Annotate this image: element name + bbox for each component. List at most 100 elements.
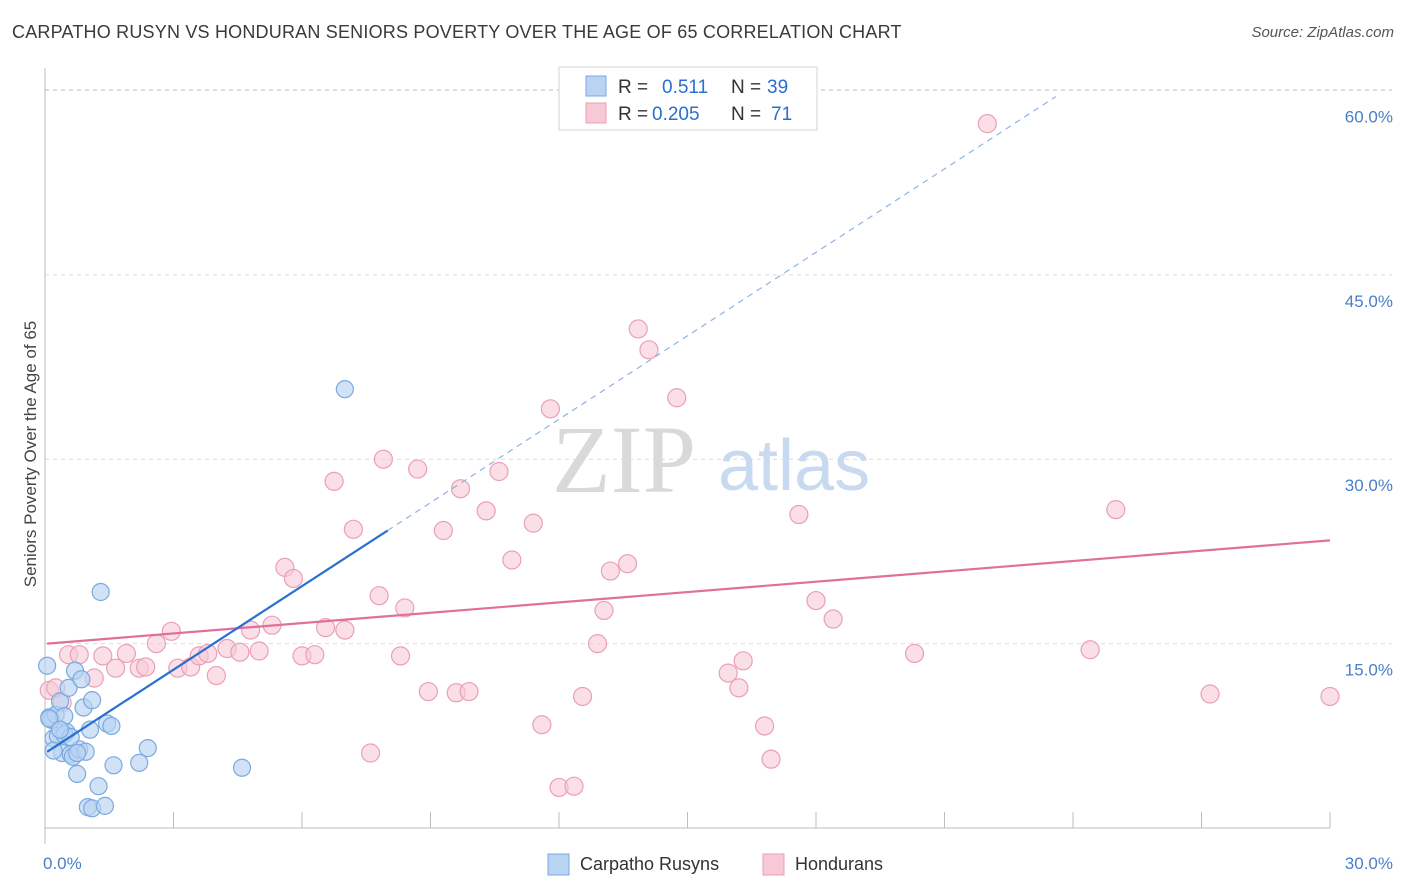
- honduran-point: [718, 663, 738, 683]
- bottom-legend: Carpatho Rusyns Hondurans: [547, 853, 883, 876]
- honduran-point: [572, 686, 593, 707]
- bottom-legend-label-carpatho: Carpatho Rusyns: [580, 854, 719, 874]
- honduran-point: [369, 586, 389, 606]
- chart-source: Source: ZipAtlas.com: [1251, 24, 1394, 41]
- carpatho-trend-extension: [387, 96, 1057, 532]
- bottom-legend-swatch-carpatho: [547, 853, 570, 876]
- trend-layer: [46, 96, 1331, 753]
- carpatho-point: [335, 380, 354, 399]
- watermark-zip: ZIP: [552, 406, 696, 513]
- honduran-point: [733, 651, 753, 671]
- honduran-point: [532, 715, 552, 735]
- carpatho-point: [89, 777, 108, 796]
- honduran-point: [489, 461, 509, 482]
- honduran-point: [249, 641, 269, 661]
- watermark: ZIP atlas: [552, 406, 870, 513]
- honduran-point: [977, 114, 997, 134]
- carpatho-point: [104, 756, 123, 775]
- honduran-point: [1106, 500, 1126, 520]
- honduran-point: [305, 645, 325, 665]
- carpatho-point: [72, 670, 91, 689]
- honduran-point: [667, 388, 687, 408]
- honduran-point: [476, 501, 496, 521]
- y-tick-label: 15.0%: [1345, 661, 1393, 680]
- carpatho-point: [138, 738, 157, 758]
- carpatho-point: [91, 582, 110, 602]
- legend-n-label-1: N =: [731, 77, 761, 98]
- honduran-point: [390, 646, 411, 666]
- carpatho-point: [68, 743, 87, 763]
- carpatho-point: [102, 716, 121, 736]
- honduran-point: [754, 716, 775, 736]
- honduran-point: [335, 620, 355, 640]
- honduran-point: [1080, 640, 1100, 660]
- carpatho-point: [59, 678, 78, 697]
- honduran-point: [360, 743, 381, 763]
- honduran-point: [161, 621, 181, 641]
- carpatho-point: [232, 758, 252, 777]
- honduran-trend-line: [47, 539, 1331, 645]
- honduran-point: [93, 646, 113, 666]
- bottom-legend-label-hondurans: Hondurans: [795, 854, 883, 874]
- legend-n-value-1: 39: [767, 77, 788, 98]
- carpatho-point: [83, 691, 102, 710]
- carpatho-trend-line: [46, 529, 389, 753]
- points-layer: [38, 114, 1340, 818]
- honduran-point: [1320, 686, 1340, 707]
- honduran-point: [1200, 684, 1220, 704]
- honduran-point: [106, 658, 126, 678]
- honduran-point: [540, 399, 561, 419]
- carpatho-point: [130, 753, 149, 772]
- honduran-point: [146, 634, 166, 654]
- honduran-point: [373, 449, 393, 469]
- honduran-point: [904, 643, 925, 664]
- honduran-point: [594, 600, 614, 621]
- honduran-point: [324, 471, 344, 491]
- honduran-point: [806, 590, 826, 611]
- y-tick-label: 30.0%: [1345, 476, 1393, 495]
- honduran-point: [69, 645, 89, 665]
- bottom-legend-swatch-hondurans: [762, 853, 785, 876]
- honduran-point: [761, 749, 781, 769]
- honduran-point: [587, 634, 608, 654]
- legend-n-value-2: 71: [771, 104, 792, 125]
- honduran-point: [502, 550, 522, 570]
- legend-r-label-1: R =: [618, 77, 648, 98]
- watermark-atlas: atlas: [718, 426, 870, 506]
- honduran-point: [230, 642, 250, 662]
- honduran-point: [600, 561, 621, 581]
- honduran-point: [433, 520, 453, 541]
- honduran-point: [523, 513, 543, 533]
- honduran-point: [408, 459, 428, 479]
- honduran-point: [564, 776, 584, 796]
- y-axis-label: Seniors Poverty Over the Age of 65: [21, 321, 40, 587]
- honduran-point: [459, 681, 479, 702]
- honduran-point: [395, 598, 415, 618]
- honduran-point: [639, 340, 659, 360]
- honduran-point: [283, 568, 304, 589]
- grid-layer: [45, 88, 1392, 645]
- honduran-point: [617, 554, 638, 574]
- carpatho-point: [38, 656, 57, 675]
- legend: R = 0.511 N = 39 R = 0.205 N = 71: [558, 66, 818, 131]
- y-tick-label: 45.0%: [1345, 292, 1393, 311]
- x-tick-label-min: 0.0%: [43, 854, 82, 873]
- honduran-point: [823, 609, 843, 629]
- carpatho-point: [44, 741, 63, 760]
- chart-title: CARPATHO RUSYN VS HONDURAN SENIORS POVER…: [12, 22, 902, 42]
- legend-r-value-2: 0.205: [652, 104, 700, 125]
- honduran-point: [315, 618, 336, 638]
- legend-n-label-2: N =: [731, 104, 761, 125]
- carpatho-point: [68, 764, 87, 784]
- honduran-point: [729, 678, 749, 698]
- honduran-point: [206, 665, 226, 686]
- carpatho-point: [40, 709, 59, 728]
- legend-r-value-1: 0.511: [662, 77, 708, 98]
- carpatho-point: [95, 796, 115, 815]
- honduran-point: [241, 620, 261, 640]
- x-tick-label-max: 30.0%: [1345, 854, 1393, 873]
- legend-swatch-carpatho: [585, 75, 607, 97]
- legend-swatch-hondurans: [585, 102, 607, 124]
